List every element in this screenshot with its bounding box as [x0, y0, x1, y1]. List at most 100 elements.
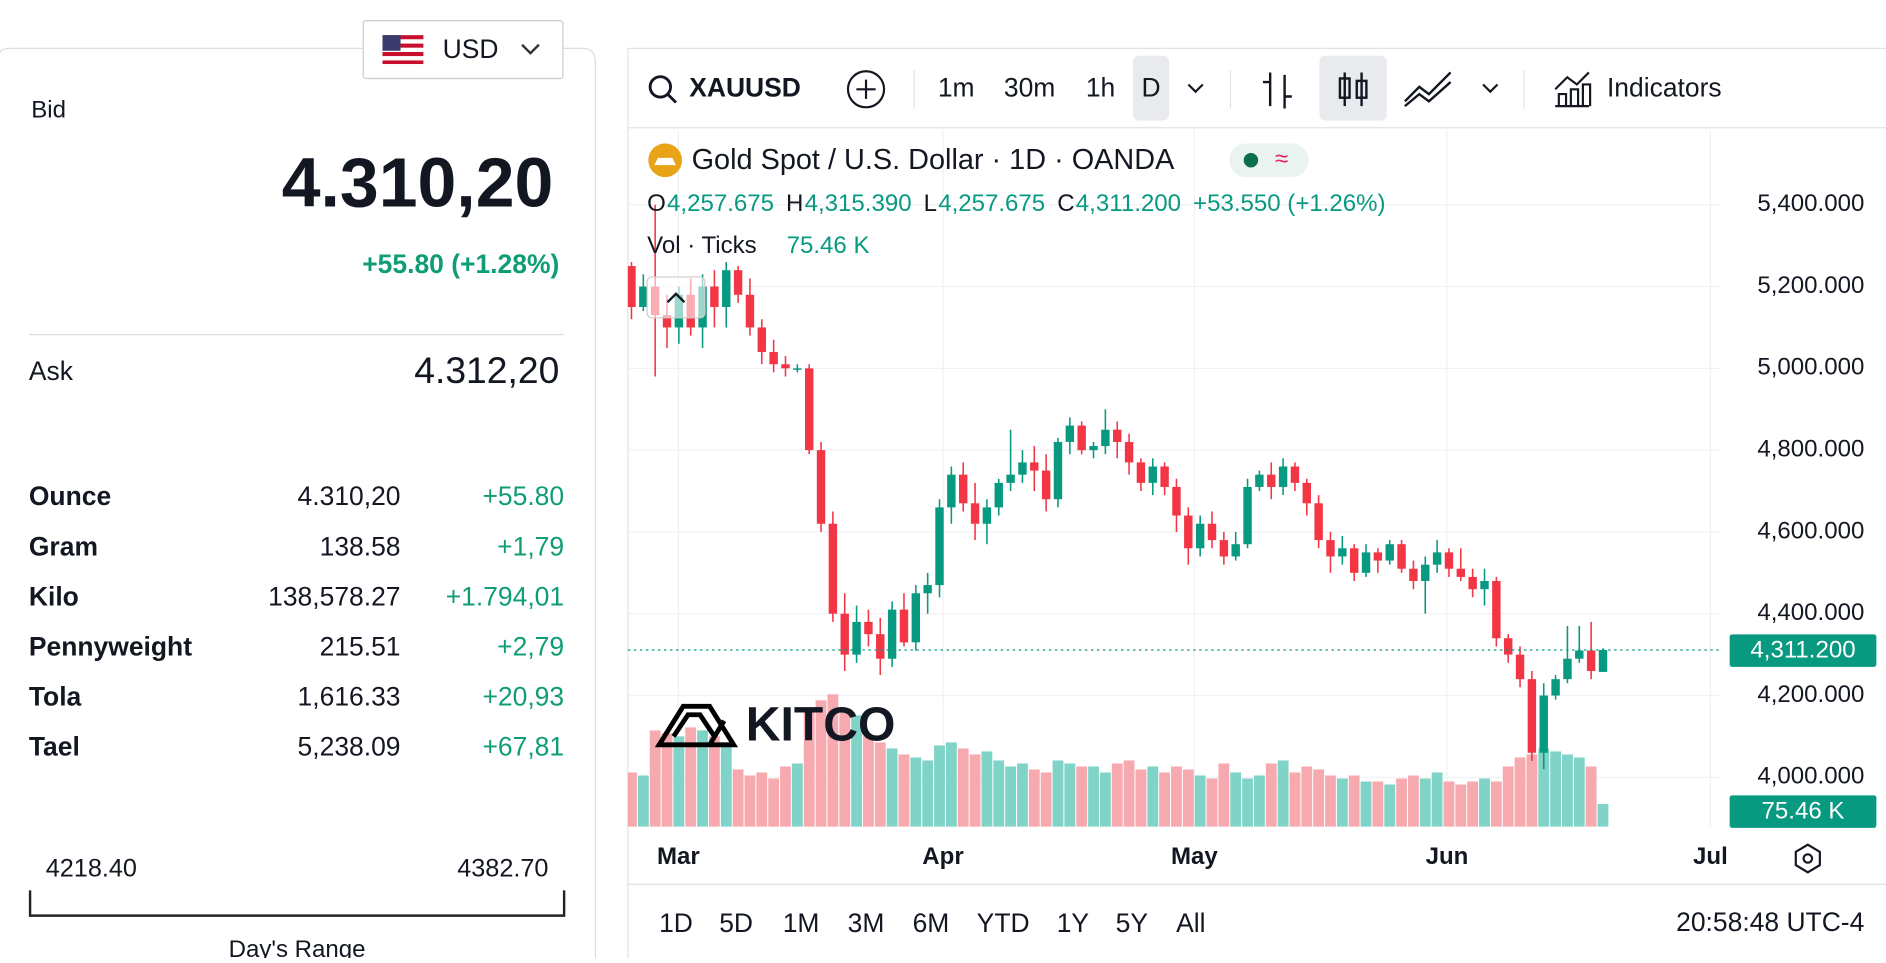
interval[interactable]: 1m [938, 72, 975, 102]
candle-body [1136, 462, 1146, 483]
volume-bar [1182, 769, 1194, 827]
range-button[interactable]: YTD [977, 908, 1030, 938]
range-button[interactable]: 3M [848, 908, 885, 938]
search-icon[interactable] [648, 75, 673, 99]
candle-body [958, 474, 968, 504]
volume-bar [756, 772, 768, 827]
volume-bar [1289, 772, 1301, 827]
range-bar [28, 890, 566, 917]
volume-bar [1585, 766, 1597, 827]
candle-body [852, 621, 861, 655]
volume-bar [1372, 781, 1384, 827]
volume-bar [1159, 772, 1171, 827]
candle-body [769, 351, 778, 365]
candle-body [1456, 568, 1466, 577]
candle-body [970, 503, 980, 524]
unit-price: 4.310,20 [298, 481, 401, 511]
candle-body [1575, 650, 1584, 659]
price-tag [1729, 634, 1877, 667]
unit-price: 138.58 [320, 531, 401, 561]
volume-bar [803, 712, 815, 827]
range-button[interactable]: 5Y [1116, 908, 1149, 938]
candle-btn[interactable] [1319, 55, 1387, 121]
volume-bar [1052, 760, 1064, 827]
volume-bar [708, 736, 720, 827]
indicators[interactable]: Indicators [1607, 72, 1722, 102]
candle-body [1373, 552, 1383, 561]
range-button[interactable]: All [1176, 908, 1205, 938]
unit-name: Tael [29, 731, 80, 761]
volume-bar [1005, 766, 1017, 827]
bar-icon[interactable] [1262, 72, 1292, 109]
volume-bar [1017, 763, 1028, 827]
unit-price: 215.51 [320, 631, 401, 661]
chevron[interactable] [1187, 83, 1204, 94]
settings-icon[interactable] [1794, 843, 1821, 874]
candle-body [1421, 564, 1430, 581]
ohlc-key: O [647, 190, 666, 217]
range-button[interactable]: 1M [783, 908, 820, 938]
interval[interactable]: D [1142, 72, 1161, 102]
candle-body [1586, 650, 1596, 671]
y-tick-label: 5,000.000 [1757, 354, 1864, 381]
range-button[interactable]: 1D [659, 908, 693, 938]
candle-body [627, 266, 636, 307]
candle-body [1361, 552, 1371, 573]
unit-change: +55.80 [482, 481, 564, 511]
volume-bar [1253, 775, 1265, 827]
candle-body [793, 368, 802, 370]
volume-bar [1479, 778, 1490, 827]
ohlc-change: +53.550 (+1.26%) [1193, 190, 1386, 217]
candle-body [804, 368, 814, 451]
ohlc-key: L [924, 190, 937, 217]
unit-change: +20,93 [482, 681, 564, 711]
volume-bar [1206, 778, 1218, 827]
collapse-btn[interactable] [646, 276, 706, 319]
volume-bar [1076, 766, 1088, 827]
candle-body [1397, 544, 1406, 569]
volume-bar [815, 700, 827, 827]
unit-change: +1.794,01 [446, 581, 564, 611]
range-button[interactable]: 6M [913, 908, 950, 938]
candle-body [639, 286, 648, 307]
candle-body [1255, 474, 1264, 487]
range-button[interactable]: 1Y [1057, 908, 1090, 938]
candle-body [923, 585, 932, 594]
volume-bar [1348, 775, 1360, 827]
currency-select[interactable] [362, 20, 564, 80]
candle-body [1006, 474, 1015, 483]
volume-bar [1171, 766, 1182, 827]
interval[interactable]: 30m [1004, 72, 1055, 102]
add-symbol[interactable] [846, 70, 886, 109]
ohlc-key: H [786, 190, 803, 217]
price-tag-text: 4,311.200 [1750, 637, 1855, 664]
candle-body [876, 634, 885, 659]
volume-tag [1729, 795, 1877, 828]
interval[interactable]: 1h [1086, 72, 1115, 102]
area-icon[interactable] [1404, 71, 1452, 108]
y-tick-label: 4,200.000 [1757, 681, 1864, 708]
candle-body [1468, 576, 1477, 590]
volume-bar [768, 778, 780, 827]
indicators-icon[interactable] [1554, 71, 1592, 108]
candle-body [1113, 429, 1122, 442]
x-tick-label: Apr [922, 843, 963, 870]
logo-text: KITCO [746, 698, 896, 752]
symbol[interactable]: XAUUSD [689, 72, 801, 102]
volume-bar [1514, 757, 1526, 827]
candle-body [1409, 568, 1418, 581]
range-button[interactable]: 5D [719, 908, 753, 938]
volume-bar [697, 730, 708, 827]
candle-body [1302, 482, 1311, 504]
y-tick-label: 4,000.000 [1757, 763, 1864, 790]
volume-bar [732, 769, 744, 827]
x-tick-label: May [1171, 843, 1218, 870]
ask-price: 4.312,20 [414, 349, 559, 391]
x-tick-label: Jul [1693, 843, 1728, 870]
candle-body [1598, 650, 1608, 672]
chevron[interactable] [1482, 83, 1499, 94]
unit-name: Gram [29, 531, 98, 561]
unit-price: 138,578.27 [268, 581, 400, 611]
